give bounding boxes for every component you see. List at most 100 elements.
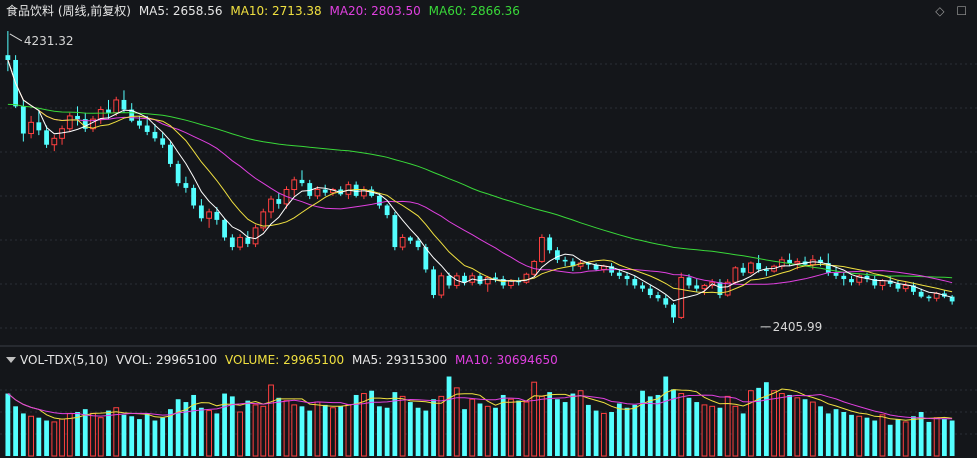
volume-bar [562,402,568,456]
vol-indicator-label[interactable]: VOL-TDX(5,10) [20,353,109,367]
candle-body [431,269,436,296]
chart-tools-icon[interactable]: ◇ ☐ [935,4,971,18]
candle-body [547,237,553,251]
candle-body [902,284,909,290]
volume-bar [600,412,607,457]
volume-bar [191,394,197,456]
volume-bar [51,421,58,457]
volume-bar [462,409,467,456]
volume-bar [941,419,947,456]
volume-bar [276,397,282,456]
volume-bar [353,394,359,456]
volume-bar [237,411,243,457]
volume-bar [407,402,413,456]
candle-body [353,184,359,196]
volume-header: VOL-TDX(5,10) VVOL: 29965100 VOLUME: 299… [6,351,562,369]
volume-bar [106,410,111,456]
volume-bar [214,413,220,456]
candle-body [36,122,42,131]
volume-bar [206,410,213,457]
volume-bar [500,394,506,456]
candle-body [849,279,854,283]
candle-body [28,121,34,135]
candle-body [740,267,746,273]
candle-body [97,109,104,120]
candle-body [82,119,88,129]
volume-bar [245,400,251,456]
candle-body [554,250,560,260]
volume-bar [732,405,739,457]
volume-bar [13,406,19,456]
candle-body [585,263,591,265]
candle-body [191,187,197,206]
volume-bar [82,409,88,456]
candle-body [175,163,181,184]
candle-body [663,298,669,305]
candle-body [376,195,382,206]
candle-body [926,296,932,299]
candle-body [593,264,599,270]
volume-bar [446,376,452,456]
volume-bar [724,395,731,457]
volume-bar [809,401,816,457]
volume-bar [252,404,259,457]
volume-bar [291,404,298,457]
volume-bar [20,413,26,456]
volume-bar [864,417,870,456]
volume-bar [314,401,321,457]
volume-bar [802,399,808,456]
volume-bar [183,402,189,456]
volume-bar [137,419,142,456]
volume-bar [5,393,11,456]
candle-body [477,275,483,284]
volume-label: VOLUME: 29965100 [224,353,345,367]
ma60-line [7,103,953,279]
volume-bar [516,400,522,456]
candle-body [833,272,839,276]
collapse-icon[interactable] [6,357,16,363]
candle-body [671,304,676,318]
vol-ma10-label: MA10: 30694650 [454,353,558,367]
ma20-label: MA20: 2803.50 [329,4,421,18]
volume-bar [616,403,622,456]
volume-bar [818,406,823,456]
candle-body [276,199,282,204]
ma60-label: MA60: 2866.36 [428,4,520,18]
volume-bar [585,404,591,456]
volume-bar [778,393,785,457]
volume-bar [609,412,614,456]
candle-body [152,131,158,139]
candle-body [75,115,80,120]
volume-bar [493,407,498,456]
volume-bar [415,407,421,456]
candle-body [44,130,49,145]
candle-body [51,137,58,146]
volume-bar [36,417,42,456]
candle-body [864,275,870,280]
candle-body [299,179,305,184]
volume-bar [384,407,390,456]
candle-body [717,282,723,296]
candle-body [369,189,375,196]
chart-title: 食品饮料 (周线,前复权) [6,4,131,18]
candle-body [423,247,429,270]
candle-body [291,179,298,190]
volume-bar [268,384,274,457]
candle-body [260,211,267,229]
volume-bar [129,416,135,456]
candle-body [168,144,173,164]
candle-body [949,296,955,302]
vvol-label: VVOL: 29965100 [115,353,218,367]
volume-bar [66,412,73,457]
volume-bar [222,393,227,456]
candle-body [763,269,769,272]
volume-bar [469,398,476,457]
candle-body [856,275,863,283]
candle-body [825,263,831,273]
volume-bar [28,415,34,457]
price-header: 食品饮料 (周线,前复权) MA5: 2658.56 MA10: 2713.38… [6,2,524,20]
candle-body [384,205,390,216]
volume-bar [787,394,792,456]
